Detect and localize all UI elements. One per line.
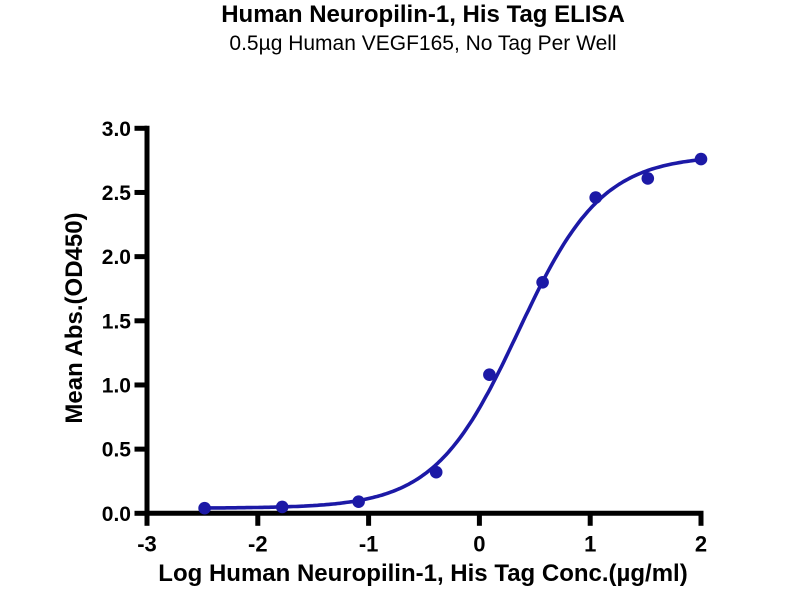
data-point	[589, 191, 602, 204]
y-tick-label: 0.0	[102, 503, 131, 526]
x-tick-label: 1	[584, 531, 596, 556]
fit-curve	[202, 157, 703, 510]
x-axis-label: Log Human Neuropilin-1, His Tag Conc.(µg…	[158, 560, 688, 587]
x-tick-label: 0	[473, 531, 485, 556]
data-point	[694, 152, 708, 166]
x-tick-label: -1	[359, 531, 379, 556]
data-point	[198, 501, 211, 515]
data-point	[429, 465, 443, 479]
chart-subtitle: 0.5µg Human VEGF165, No Tag Per Well	[229, 32, 617, 55]
y-tick-label: 1.0	[102, 374, 131, 397]
x-tick-label: -3	[137, 531, 157, 556]
y-tick-label: 2.5	[102, 182, 132, 205]
y-axis-label: Mean Abs.(OD450)	[61, 212, 88, 424]
data-point	[275, 500, 289, 514]
x-tick-label: -2	[248, 531, 268, 556]
y-tick-label: 3.0	[102, 118, 131, 141]
chart-title: Human Neuropilin-1, His Tag ELISA	[221, 1, 625, 28]
y-tick-label: 0.5	[102, 439, 132, 462]
y-tick-label: 1.5	[102, 310, 132, 333]
y-tick-label: 2.0	[102, 246, 131, 269]
data-point	[641, 172, 655, 185]
data-point	[352, 495, 365, 509]
data-point	[483, 368, 496, 382]
data-point	[536, 276, 549, 289]
x-tick-label: 2	[695, 531, 707, 556]
